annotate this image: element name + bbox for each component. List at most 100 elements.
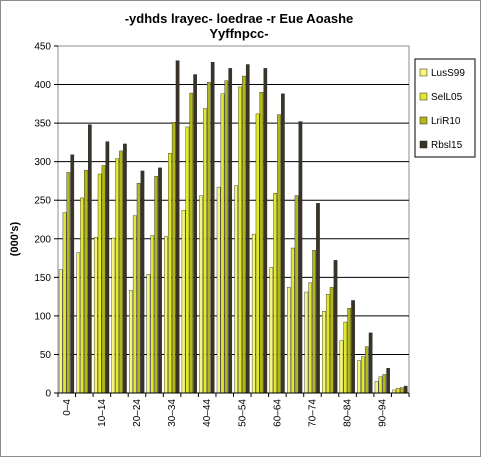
bar-LusS99-65–69	[287, 287, 291, 394]
bar-Rbsl15-5–9	[87, 124, 92, 394]
bar-Rbsl15-0–4	[70, 154, 75, 394]
bar-SelL05-5–9	[80, 197, 84, 394]
bar-LriR10-5–9	[84, 169, 88, 394]
bar-SelL05-25–29	[150, 235, 155, 394]
bar-Rbsl15-45–49	[228, 68, 233, 394]
legend-label-LusS99: LusS99	[431, 68, 465, 79]
x-tick-label: 50–54	[237, 399, 248, 427]
bar-Rbsl15-90–94	[386, 368, 391, 394]
x-tick-label: 80–84	[343, 399, 354, 427]
bar-LriR10-50–54	[242, 75, 246, 394]
x-tick-label: 90–94	[378, 399, 389, 427]
legend-swatch-Rbsl15	[419, 140, 428, 149]
bar-Rbsl15-35–39	[193, 74, 197, 394]
x-tick-label: 30–34	[167, 399, 178, 427]
y-tick-label: 200	[34, 234, 51, 245]
x-tick-label: 40–44	[202, 399, 213, 427]
bar-LriR10-40–44	[206, 82, 211, 394]
bar-SelL05-20–24	[132, 215, 137, 394]
legend-swatch-LriR10	[419, 116, 428, 125]
bar-LriR10-30–34	[171, 122, 176, 394]
x-tick-label: 70–74	[308, 399, 319, 427]
bar-LusS99-5–9	[76, 252, 81, 394]
bar-SelL05-10–14	[97, 173, 102, 394]
bar-LusS99-45–49	[216, 186, 221, 394]
bar-LriR10-0–4	[66, 172, 71, 394]
bar-SelL05-35–39	[185, 126, 190, 394]
chart-subtitle: Yyffnpcc-	[209, 26, 268, 41]
bar-SelL05-85–89	[361, 356, 365, 394]
plot-background	[57, 45, 410, 394]
legend-swatch-LusS99	[419, 68, 428, 77]
bar-Rbsl15-20–24	[140, 170, 145, 394]
bar-Rbsl15-50–54	[245, 64, 250, 394]
bar-SelL05-95+	[396, 388, 400, 394]
bar-LriR10-75–79	[329, 287, 334, 394]
y-tick-label: 250	[34, 196, 51, 207]
legend: LusS99 SelL05 LriR10 Rbsl15	[414, 58, 476, 158]
bar-LusS99-20–24	[129, 290, 133, 394]
bar-LusS99-55–59	[251, 233, 256, 394]
bar-LusS99-10–14	[93, 237, 98, 394]
bar-LriR10-25–29	[154, 176, 158, 394]
bar-Rbsl15-15–19	[123, 143, 127, 394]
bar-SelL05-80–84	[343, 321, 348, 394]
bar-LusS99-70–74	[304, 291, 309, 394]
legend-swatch-SelL05	[419, 92, 428, 101]
bar-LriR10-20–24	[136, 183, 141, 394]
bar-Rbsl15-40–44	[210, 61, 215, 394]
bar-LusS99-35–39	[181, 210, 186, 394]
bar-LriR10-45–49	[224, 80, 229, 394]
bar-SelL05-45–49	[220, 93, 225, 394]
bar-SelL05-30–34	[168, 152, 172, 394]
bar-LusS99-60–64	[269, 267, 274, 394]
bar-LusS99-80–84	[339, 340, 344, 394]
legend-label-Rbsl15: Rbsl15	[431, 140, 463, 151]
bar-Rbsl15-65–69	[298, 121, 303, 394]
plot-area: 0 50 100 150 200 250 300 350 400 450 0–4 10–14 20–24…	[34, 42, 410, 427]
bar-LriR10-85–89	[364, 346, 369, 394]
bar-Rbsl15-60–64	[281, 93, 285, 394]
x-tick-label: 20–24	[132, 399, 143, 427]
bar-LriR10-55–59	[259, 92, 264, 394]
bar-LriR10-90–94	[382, 374, 387, 394]
bar-Rbsl15-25–29	[158, 167, 162, 394]
bar-LusS99-50–54	[234, 185, 239, 394]
bar-Rbsl15-70–74	[316, 203, 320, 394]
x-tick-label: 0–4	[62, 399, 73, 416]
bar-SelL05-65–69	[290, 247, 295, 394]
y-axis-label: (000's)	[9, 221, 21, 256]
bar-Rbsl15-30–34	[175, 60, 180, 394]
bar-LriR10-60–64	[277, 114, 281, 394]
bar-Rbsl15-10–14	[105, 141, 110, 394]
bar-LusS99-0–4	[58, 269, 63, 394]
bar-Rbsl15-75–79	[333, 260, 338, 394]
bar-LusS99-15–19	[111, 237, 116, 394]
bar-LusS99-75–79	[322, 311, 326, 394]
y-tick-label: 400	[34, 80, 51, 91]
bar-SelL05-75–79	[325, 294, 330, 394]
bar-LriR10-10–14	[101, 165, 106, 394]
y-tick-label: 150	[34, 273, 51, 284]
bar-SelL05-50–54	[238, 86, 242, 394]
x-tick-label: 10–14	[97, 399, 108, 427]
y-tick-label: 350	[34, 119, 51, 130]
y-tick-label: 300	[34, 157, 51, 168]
legend-label-LriR10: LriR10	[431, 116, 461, 127]
chart-title: -ydhds lrayec- loedrae -r Eue Aoashe	[125, 11, 354, 26]
bar-Rbsl15-95+	[403, 385, 408, 394]
bar-LriR10-80–84	[347, 307, 352, 394]
x-tick-label: 60–64	[272, 399, 283, 427]
bar-SelL05-60–64	[273, 193, 277, 394]
bar-LusS99-30–34	[164, 236, 168, 394]
bar-LusS99-85–89	[357, 360, 361, 394]
bar-LusS99-25–29	[146, 274, 151, 394]
bar-SelL05-0–4	[62, 212, 67, 394]
bar-SelL05-70–74	[308, 282, 313, 394]
y-tick-label: 50	[40, 350, 52, 361]
bar-LriR10-65–69	[294, 195, 299, 394]
legend-label-SelL05: SelL05	[431, 92, 463, 103]
bar-SelL05-90–94	[378, 376, 383, 394]
bar-Rbsl15-80–84	[351, 300, 355, 394]
